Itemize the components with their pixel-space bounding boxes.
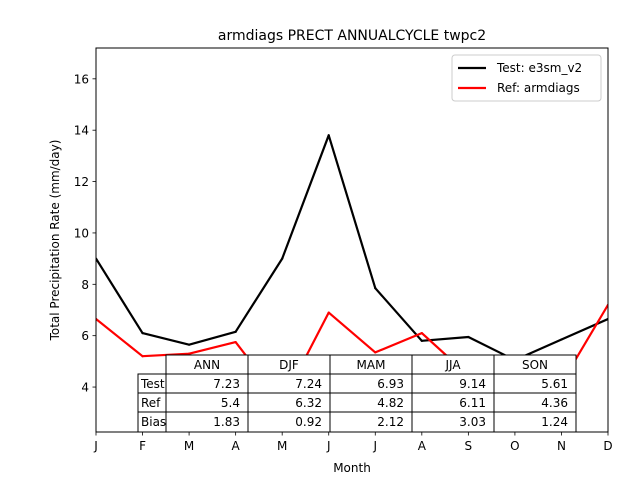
y-tick-label: 8 (81, 278, 89, 292)
data-point-test-3 (234, 330, 237, 333)
data-point-test-1 (141, 332, 144, 335)
y-tick-label: 4 (81, 381, 89, 395)
y-tick-label: 12 (74, 175, 89, 189)
x-tick-label: A (418, 439, 427, 453)
table-cell-value: 6.11 (459, 396, 486, 410)
x-tick-label: M (277, 439, 287, 453)
series-line-test (96, 134, 608, 362)
table-cell-value: 2.12 (377, 415, 404, 429)
data-point-test-4 (281, 257, 284, 260)
data-point-test-2 (187, 343, 191, 346)
y-tick-label: 6 (81, 329, 89, 343)
table-row-label: Bias (141, 415, 166, 429)
data-point-ref-3 (234, 341, 237, 344)
table-cell-value: 6.32 (295, 396, 322, 410)
x-tick-label: J (372, 439, 377, 453)
x-tick-label: J (326, 439, 331, 453)
x-tick-label: N (557, 439, 566, 453)
table-cell-value: 0.92 (295, 415, 322, 429)
data-point-ref-5 (327, 311, 330, 314)
data-point-test-10 (560, 338, 563, 341)
table-cell-value: 1.83 (213, 415, 240, 429)
x-axis-label: Month (333, 461, 371, 475)
x-tick-label: M (184, 439, 194, 453)
table-cell-value: 7.24 (295, 377, 322, 391)
table-cell-value: 5.61 (541, 377, 568, 391)
legend-label-test: Test: e3sm_v2 (496, 61, 582, 75)
table-cell-value: 1.24 (541, 415, 568, 429)
data-point-ref-1 (141, 355, 144, 358)
y-tick-label: 14 (74, 124, 89, 138)
table-row-label: Test (140, 377, 165, 391)
x-tick-label: O (510, 439, 519, 453)
data-point-test-8 (467, 335, 470, 339)
data-point-test-6 (374, 287, 377, 290)
table-cell-value: 4.82 (377, 396, 404, 410)
y-axis-label: Total Precipitation Rate (mm/day) (48, 140, 62, 342)
table-column-header: MAM (357, 358, 386, 372)
data-point-test-7 (420, 339, 423, 342)
table-cell-value: 6.93 (377, 377, 404, 391)
table-cell-value: 7.23 (213, 377, 240, 391)
table-column-header: JJA (444, 358, 461, 372)
table-column-header: ANN (194, 358, 220, 372)
legend-box (451, 54, 602, 102)
y-tick-label: 16 (74, 72, 89, 86)
x-tick-label: S (465, 439, 473, 453)
x-tick-label: F (139, 439, 146, 453)
table-column-header: SON (522, 358, 548, 372)
table-cell-value: 4.36 (541, 396, 568, 410)
x-tick-label: D (603, 439, 612, 453)
plot-frame (95, 47, 609, 433)
table-cell-value: 9.14 (459, 377, 486, 391)
data-point-ref-2 (187, 352, 191, 355)
chart-title: armdiags PRECT ANNUALCYCLE twpc2 (218, 28, 486, 44)
data-point-test-5 (327, 134, 330, 137)
legend-label-ref: Ref: armdiags (497, 81, 580, 95)
legend: Test: e3sm_v2 Ref: armdiags (451, 54, 602, 102)
x-tick-label: A (232, 439, 241, 453)
table-column-header: DJF (279, 358, 299, 372)
data-point-ref-6 (374, 351, 377, 354)
table-cell-value: 5.4 (221, 396, 240, 410)
table-row-label: Ref (141, 396, 161, 410)
data-point-ref-7 (420, 332, 423, 335)
y-tick-label: 10 (74, 226, 89, 240)
table-cell-value: 3.03 (459, 415, 486, 429)
x-tick-label: J (93, 439, 98, 453)
